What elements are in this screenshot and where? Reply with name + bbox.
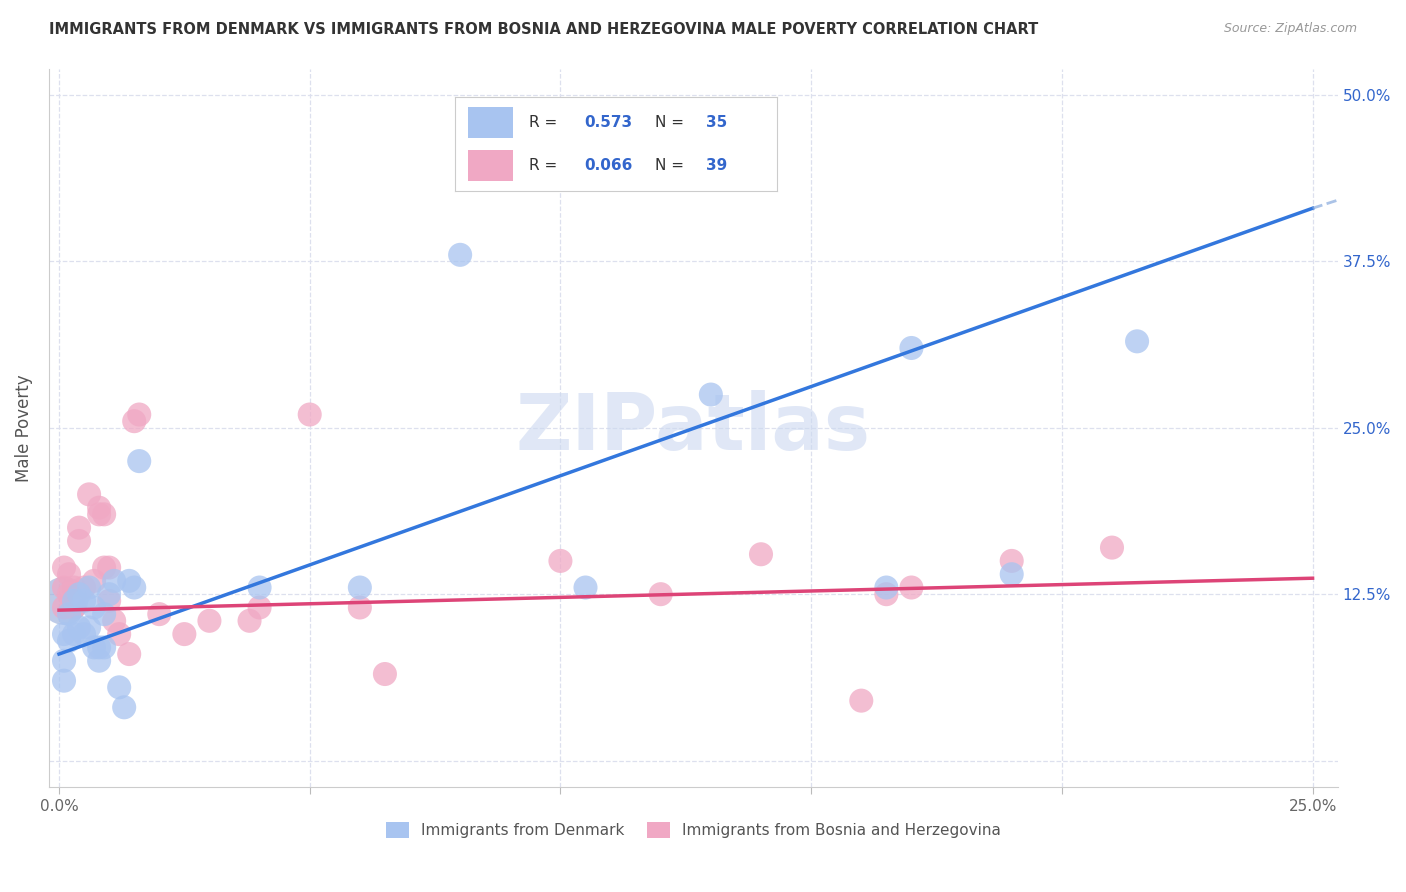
Point [650, 587, 672, 601]
Point [349, 581, 371, 595]
Point [73, 627, 96, 641]
Point [67, 587, 90, 601]
Point [58, 587, 80, 601]
Point [83, 640, 105, 655]
Point [67, 533, 90, 548]
Point [128, 408, 150, 422]
Text: Source: ZipAtlas.com: Source: ZipAtlas.com [1223, 22, 1357, 36]
Point [449, 248, 471, 262]
Point [1101, 541, 1123, 555]
Point [148, 607, 170, 621]
Point [574, 581, 596, 595]
Point [77, 620, 100, 634]
Point [238, 614, 260, 628]
Y-axis label: Male Poverty: Male Poverty [15, 374, 32, 482]
Point [87, 508, 110, 522]
Point [1001, 567, 1024, 582]
Point [53, 594, 76, 608]
Point [122, 414, 145, 428]
Point [87, 654, 110, 668]
Point [249, 581, 271, 595]
Point [53, 673, 76, 688]
Point [122, 581, 145, 595]
Point [1001, 554, 1024, 568]
Point [103, 614, 125, 628]
Point [67, 521, 90, 535]
Point [73, 581, 96, 595]
Point [749, 547, 772, 561]
Point [108, 681, 131, 695]
Point [73, 594, 96, 608]
Point [53, 581, 76, 595]
Point [58, 633, 80, 648]
Point [63, 627, 86, 641]
Point [83, 574, 105, 588]
Point [63, 581, 86, 595]
Point [93, 640, 115, 655]
Point [108, 627, 131, 641]
Point [98, 587, 121, 601]
Point [67, 620, 90, 634]
Point [900, 581, 922, 595]
Point [249, 600, 271, 615]
Point [53, 654, 76, 668]
Legend: Immigrants from Denmark, Immigrants from Bosnia and Herzegovina: Immigrants from Denmark, Immigrants from… [380, 816, 1007, 844]
Point [112, 700, 135, 714]
Point [173, 627, 195, 641]
Point [77, 487, 100, 501]
Point [83, 600, 105, 615]
Point [118, 647, 141, 661]
Point [875, 581, 897, 595]
Point [93, 607, 115, 621]
Point [700, 387, 723, 401]
Point [118, 574, 141, 588]
Point [98, 594, 121, 608]
Point [93, 560, 115, 574]
Point [298, 408, 321, 422]
Text: IMMIGRANTS FROM DENMARK VS IMMIGRANTS FROM BOSNIA AND HERZEGOVINA MALE POVERTY C: IMMIGRANTS FROM DENMARK VS IMMIGRANTS FR… [49, 22, 1039, 37]
Point [87, 500, 110, 515]
Point [58, 567, 80, 582]
Point [1126, 334, 1149, 349]
Point [98, 560, 121, 574]
Point [550, 554, 572, 568]
Point [53, 627, 76, 641]
Point [349, 600, 371, 615]
Point [87, 640, 110, 655]
Point [875, 587, 897, 601]
Point [93, 508, 115, 522]
Point [128, 454, 150, 468]
Point [63, 594, 86, 608]
Point [77, 581, 100, 595]
Point [851, 693, 873, 707]
Point [103, 574, 125, 588]
Point [900, 341, 922, 355]
Point [53, 560, 76, 574]
Point [374, 667, 396, 681]
Point [58, 607, 80, 621]
Point [63, 600, 86, 615]
Point [198, 614, 221, 628]
Text: ZIPatlas: ZIPatlas [516, 390, 870, 466]
Point [53, 600, 76, 615]
